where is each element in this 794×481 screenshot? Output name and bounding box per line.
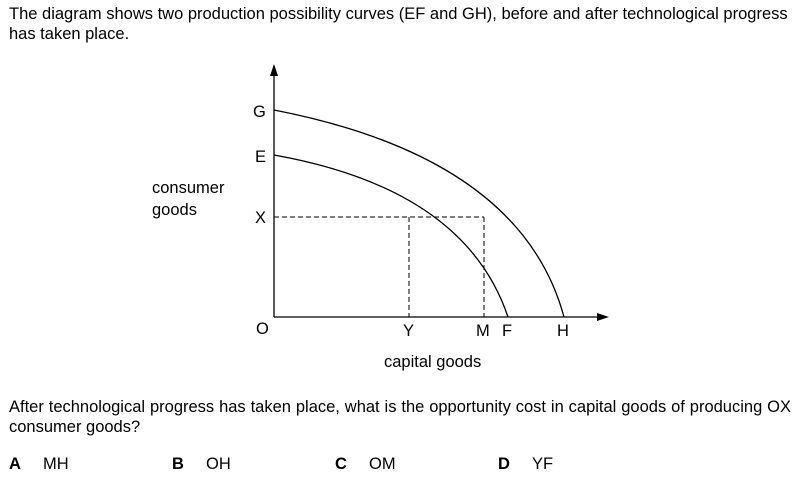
- label-e: E: [255, 148, 266, 166]
- x-axis-arrow-icon: [597, 313, 609, 321]
- x-axis-label: capital goods: [384, 353, 481, 371]
- option-letter: C: [335, 455, 347, 473]
- label-y: Y: [403, 322, 414, 340]
- option-d[interactable]: D YF: [498, 455, 553, 474]
- option-text: YF: [532, 455, 554, 473]
- answer-options: A MH B OH C OM D YF: [9, 455, 791, 477]
- option-text: OH: [206, 455, 231, 473]
- label-m: M: [476, 322, 490, 340]
- y-axis-label-line2: goods: [152, 201, 197, 219]
- label-o: O: [256, 320, 269, 338]
- option-letter: D: [498, 455, 510, 473]
- option-text: MH: [43, 455, 69, 473]
- option-a[interactable]: A MH: [9, 455, 69, 474]
- option-c[interactable]: C OM: [335, 455, 396, 474]
- question-text: After technological progress has taken p…: [9, 398, 791, 436]
- option-letter: A: [9, 455, 21, 473]
- y-axis-arrow-icon: [270, 64, 278, 76]
- option-b[interactable]: B OH: [172, 455, 231, 474]
- option-letter: B: [172, 455, 184, 473]
- label-x: X: [255, 209, 266, 227]
- label-h: H: [557, 322, 569, 340]
- label-f: F: [502, 322, 512, 340]
- intro-text: The diagram shows two production possibi…: [9, 5, 788, 43]
- y-axis-label-line1: consumer: [152, 179, 225, 197]
- option-text: OM: [369, 455, 396, 473]
- curve-gh: [273, 109, 565, 318]
- label-g: G: [253, 103, 266, 121]
- curve-ef: [273, 154, 509, 318]
